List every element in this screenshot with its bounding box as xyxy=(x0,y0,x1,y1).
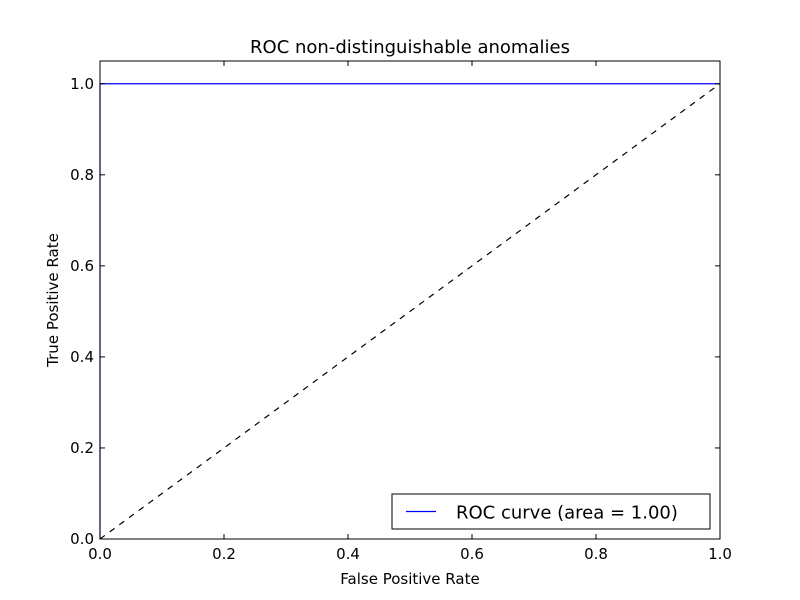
x-tick-label: 0.6 xyxy=(460,545,484,563)
y-tick-label: 0.0 xyxy=(70,530,94,548)
x-tick-label: 0.4 xyxy=(336,545,360,563)
y-tick-label: 1.0 xyxy=(70,75,94,93)
chart-title: ROC non-distinguishable anomalies xyxy=(250,37,570,58)
y-tick-label: 0.8 xyxy=(70,166,94,184)
x-tick-label: 0.2 xyxy=(212,545,236,563)
y-axis-label: True Positive Rate xyxy=(44,233,62,368)
plot-area: 0.0 0.2 0.4 0.6 0.8 1.0 0.0 0.2 0.4 0.6 0.8 1.0 ROC … xyxy=(70,60,732,563)
x-tick-label: 0.0 xyxy=(88,545,112,563)
legend-label-roc-curve: ROC curve (area = 1.00) xyxy=(456,503,678,524)
x-axis-label: False Positive Rate xyxy=(340,570,479,588)
y-tick-label: 0.6 xyxy=(70,257,94,275)
x-tick-label: 1.0 xyxy=(708,545,732,563)
x-tick-label: 0.8 xyxy=(584,545,608,563)
legend-box xyxy=(391,493,711,530)
chance-diagonal-line xyxy=(99,83,721,540)
y-tick-label: 0.4 xyxy=(70,348,94,366)
y-tick-label: 0.2 xyxy=(70,439,94,457)
axes-frame xyxy=(99,60,721,540)
